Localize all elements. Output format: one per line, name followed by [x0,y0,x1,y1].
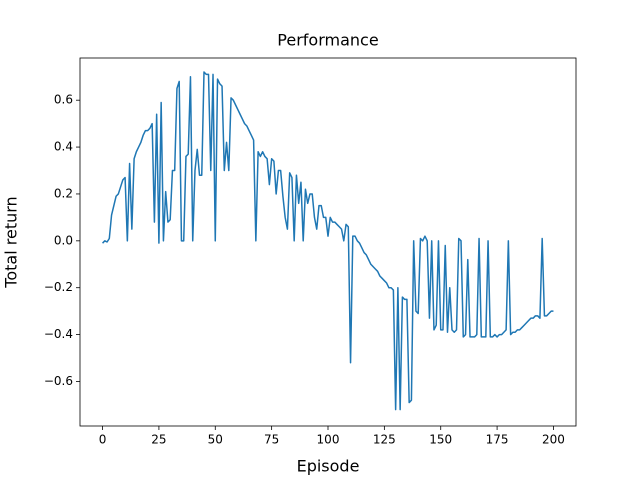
x-tick-label: 100 [317,433,340,447]
x-tick-label: 150 [429,433,452,447]
x-tick-label: 25 [151,433,166,447]
y-tick-label: −0.2 [44,280,73,294]
x-tick-label: 0 [99,433,107,447]
y-tick-label: −0.4 [44,327,73,341]
plot-frame [79,57,577,427]
y-tick-label: −0.6 [44,374,73,388]
y-tick-label: 0.6 [54,93,73,107]
y-tick-label: 0.2 [54,186,73,200]
x-axis-label: Episode [297,457,360,476]
y-tick-label: 0.0 [54,233,73,247]
x-tick-label: 125 [373,433,396,447]
x-tick-label: 175 [486,433,509,447]
chart-title: Performance [277,31,378,50]
y-tick-label: 0.4 [54,140,73,154]
x-tick-label: 50 [208,433,223,447]
data-line [102,71,554,411]
x-tick-label: 200 [542,433,565,447]
x-tick-label: 75 [264,433,279,447]
y-axis-label: Total return [2,196,21,288]
